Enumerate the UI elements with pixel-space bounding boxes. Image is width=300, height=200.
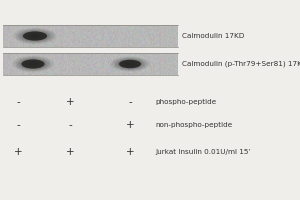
Text: Calmodulin 17KD: Calmodulin 17KD	[182, 33, 244, 39]
Text: +: +	[14, 147, 22, 157]
Ellipse shape	[24, 32, 46, 40]
Ellipse shape	[29, 62, 37, 66]
Ellipse shape	[20, 30, 50, 42]
Ellipse shape	[22, 31, 48, 41]
Ellipse shape	[22, 59, 44, 69]
Ellipse shape	[15, 28, 55, 44]
Text: non-phospho-peptide: non-phospho-peptide	[155, 122, 232, 128]
Text: +: +	[66, 97, 74, 107]
Ellipse shape	[128, 63, 132, 65]
Ellipse shape	[112, 57, 148, 71]
Ellipse shape	[23, 31, 47, 41]
Ellipse shape	[19, 58, 47, 70]
Ellipse shape	[24, 60, 42, 68]
Text: -: -	[68, 120, 72, 130]
Text: Jurkat Insulin 0.01U/ml 15’: Jurkat Insulin 0.01U/ml 15’	[155, 149, 251, 155]
Ellipse shape	[22, 60, 44, 68]
Ellipse shape	[126, 63, 134, 65]
Ellipse shape	[31, 63, 35, 65]
Text: +: +	[126, 120, 134, 130]
Ellipse shape	[18, 30, 52, 42]
Ellipse shape	[29, 34, 41, 38]
Ellipse shape	[16, 29, 53, 43]
Ellipse shape	[125, 62, 135, 66]
Ellipse shape	[26, 32, 44, 40]
Text: -: -	[16, 120, 20, 130]
Text: -: -	[16, 97, 20, 107]
Ellipse shape	[33, 35, 37, 37]
Ellipse shape	[21, 59, 45, 69]
Text: phospho-peptide: phospho-peptide	[155, 99, 216, 105]
Ellipse shape	[115, 58, 145, 70]
Ellipse shape	[113, 58, 147, 70]
Text: +: +	[66, 147, 74, 157]
Ellipse shape	[14, 56, 52, 72]
Text: -: -	[128, 97, 132, 107]
Text: +: +	[126, 147, 134, 157]
Ellipse shape	[15, 57, 51, 71]
Ellipse shape	[12, 56, 54, 72]
Ellipse shape	[31, 34, 39, 38]
Ellipse shape	[26, 61, 40, 67]
Ellipse shape	[17, 58, 49, 70]
Ellipse shape	[28, 62, 38, 66]
Ellipse shape	[13, 28, 57, 44]
Ellipse shape	[119, 60, 141, 68]
Ellipse shape	[116, 59, 143, 69]
Ellipse shape	[122, 61, 139, 67]
Ellipse shape	[123, 61, 137, 67]
Text: Calmodulin (p-Thr79+Ser81) 17KD: Calmodulin (p-Thr79+Ser81) 17KD	[182, 61, 300, 67]
Ellipse shape	[110, 56, 150, 72]
Ellipse shape	[120, 60, 140, 68]
Ellipse shape	[27, 33, 43, 39]
Ellipse shape	[118, 59, 142, 69]
